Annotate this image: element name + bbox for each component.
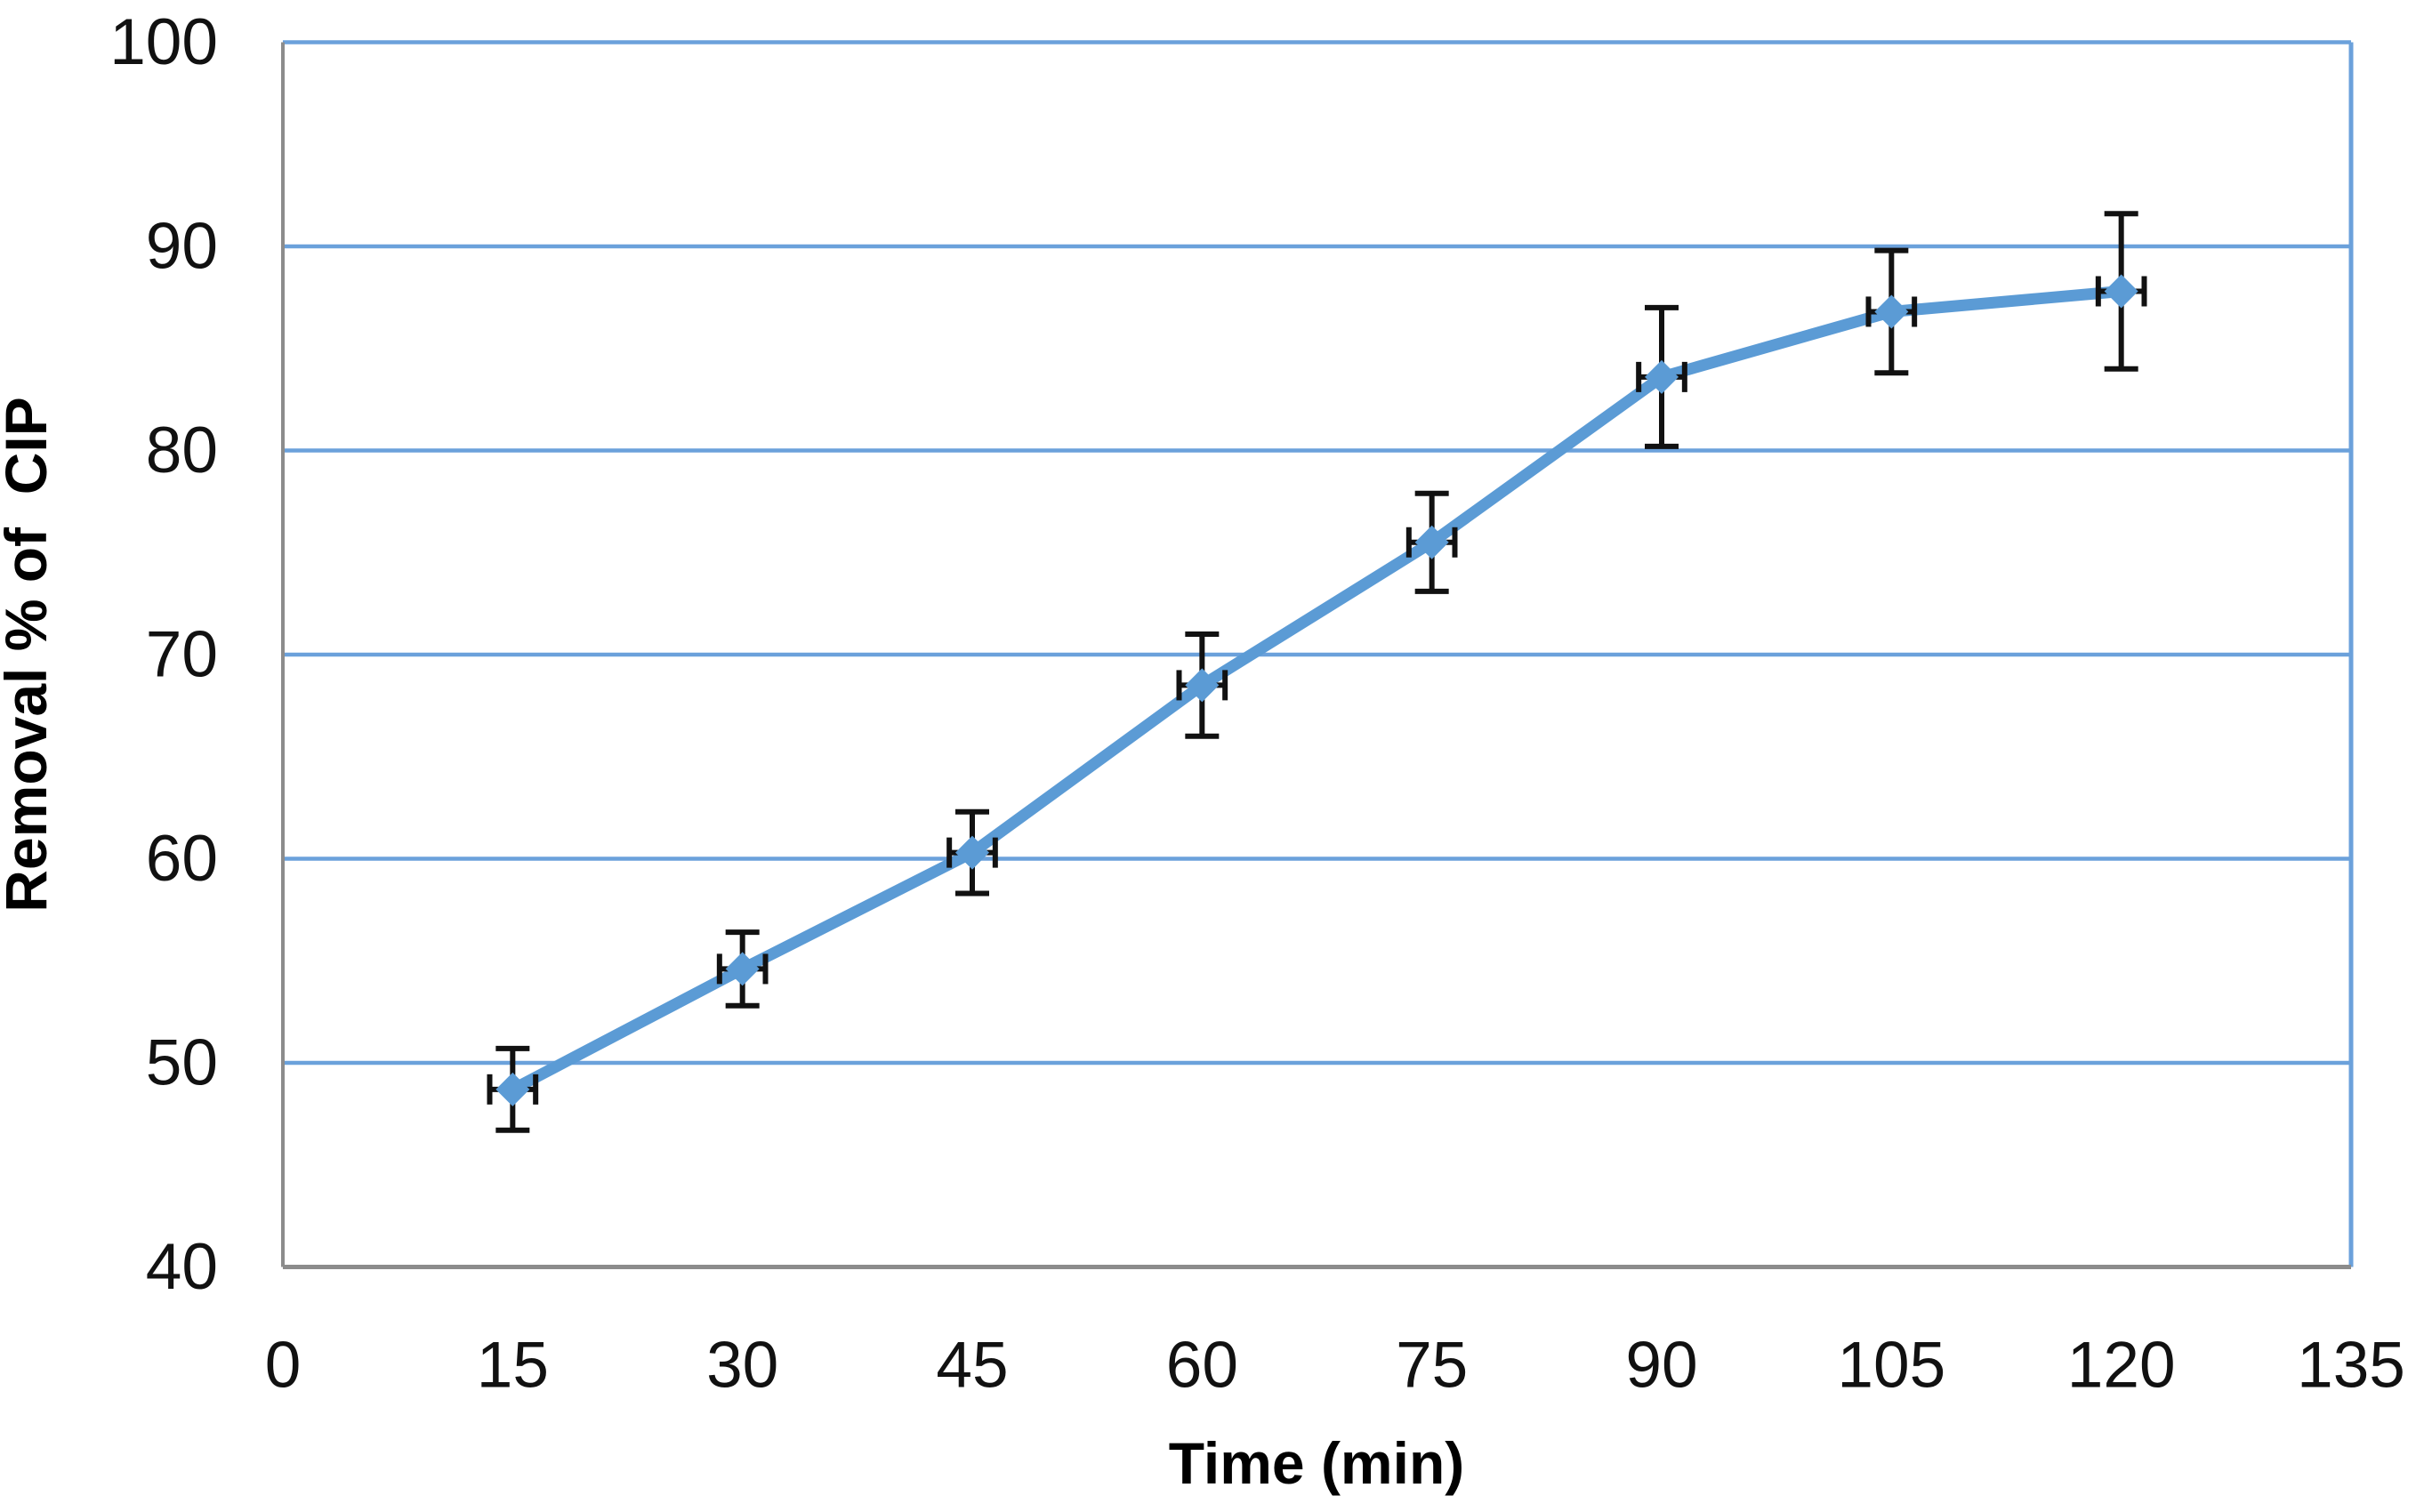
x-axis-title: Time (min) bbox=[1169, 1430, 1464, 1496]
x-tick-label-15: 15 bbox=[477, 1330, 549, 1402]
data-point-marker bbox=[725, 952, 760, 986]
series-line bbox=[506, 285, 2128, 1096]
y-tick-label-50: 50 bbox=[146, 1027, 218, 1099]
data-point-marker bbox=[1185, 668, 1220, 703]
y-tick-label-70: 70 bbox=[146, 619, 218, 691]
plot-area: 40 50 60 70 80 90 100 0 15 30 45 60 75 90 105 120 135 bbox=[109, 6, 2405, 1402]
data-point-marker bbox=[1414, 525, 1449, 559]
y-tick-label-60: 60 bbox=[146, 823, 218, 895]
y-tick-label-90: 90 bbox=[146, 211, 218, 283]
x-tick-label-105: 105 bbox=[1837, 1330, 1945, 1402]
x-tick-label-75: 75 bbox=[1396, 1330, 1468, 1402]
x-tick-label-60: 60 bbox=[1166, 1330, 1238, 1402]
data-point-marker bbox=[495, 1072, 530, 1106]
y-tick-label-80: 80 bbox=[146, 414, 218, 487]
x-tick-label-30: 30 bbox=[706, 1330, 778, 1402]
x-tick-label-135: 135 bbox=[2297, 1330, 2405, 1402]
y-axis-title: Removal % of CIP bbox=[0, 397, 59, 912]
data-point-marker bbox=[1645, 359, 1679, 394]
x-tick-label-90: 90 bbox=[1625, 1330, 1697, 1402]
x-tick-label-0: 0 bbox=[265, 1330, 302, 1402]
data-point-marker bbox=[2104, 274, 2138, 309]
y-tick-label-100: 100 bbox=[109, 6, 218, 78]
y-tick-label-40: 40 bbox=[146, 1231, 218, 1303]
x-tick-label-45: 45 bbox=[936, 1330, 1008, 1402]
x-tick-label-120: 120 bbox=[2067, 1330, 2176, 1402]
data-point-marker bbox=[955, 835, 989, 870]
data-point-marker bbox=[1874, 294, 1909, 329]
